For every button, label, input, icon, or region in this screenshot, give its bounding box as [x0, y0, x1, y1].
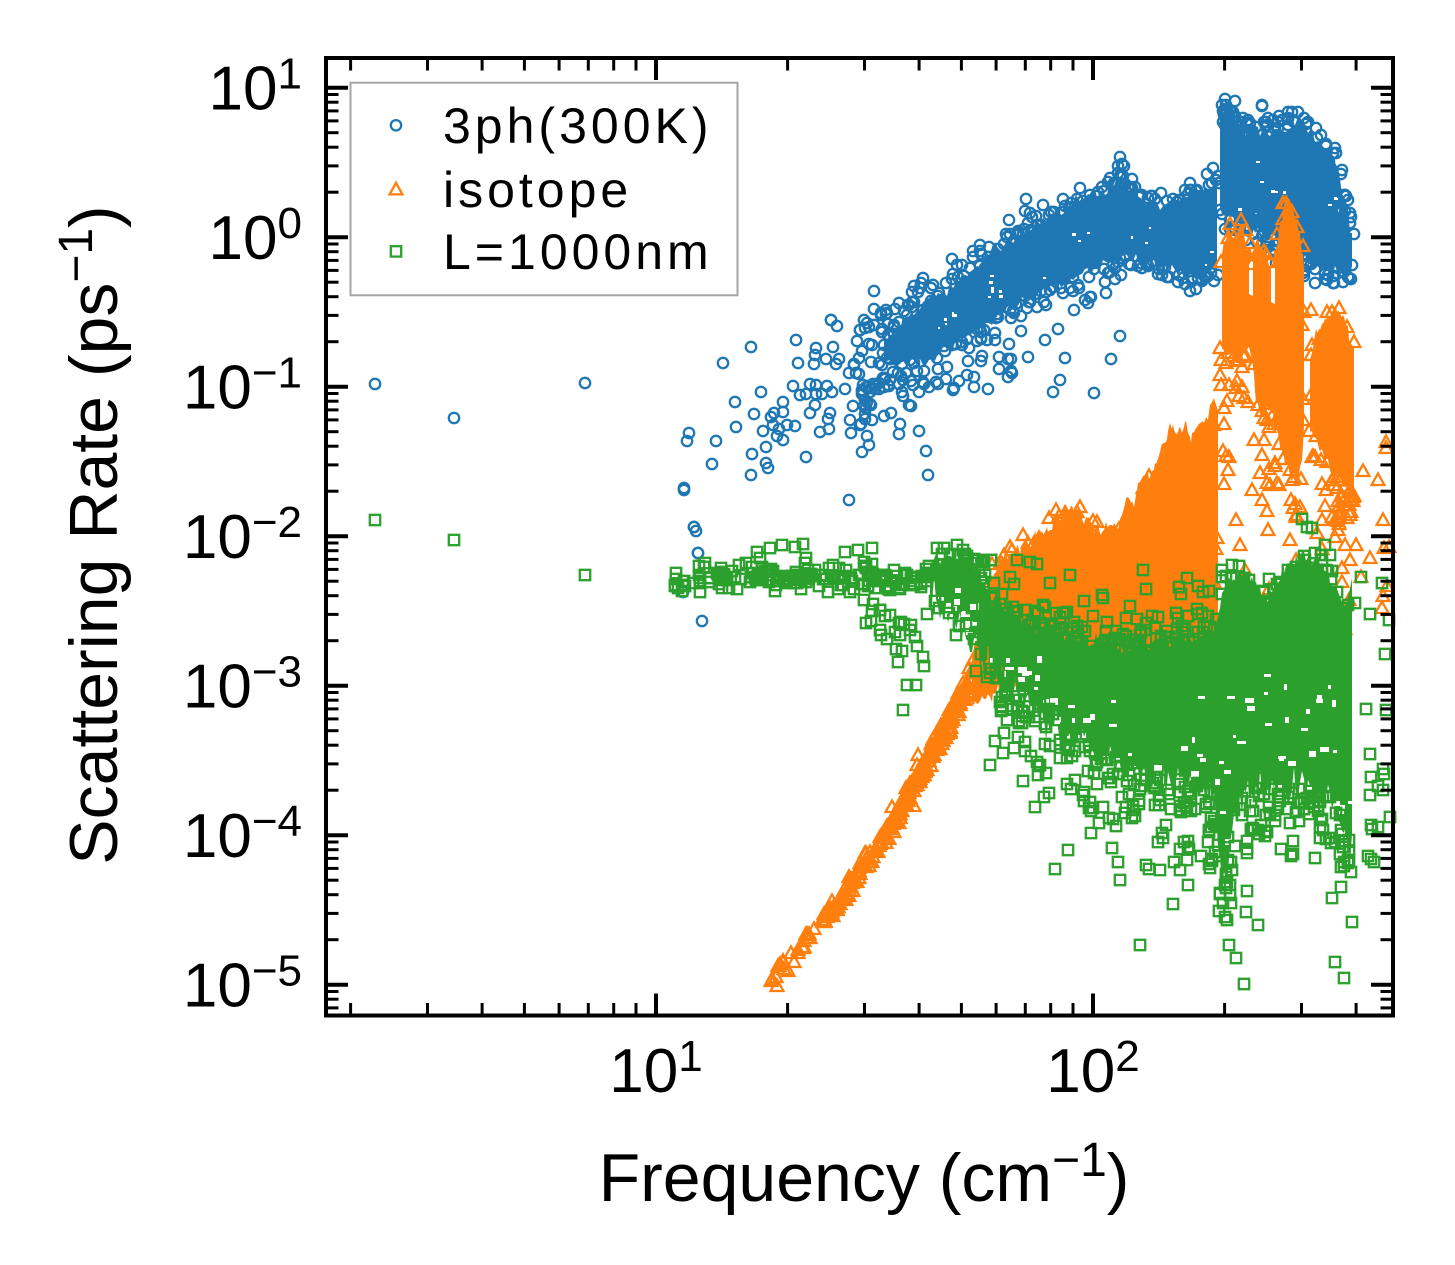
svg-text:10−3: 10−3: [183, 648, 302, 722]
svg-text:102: 102: [1046, 1032, 1139, 1106]
svg-text:L=1000nm: L=1000nm: [443, 224, 713, 280]
svg-text:Frequency (cm−1): Frequency (cm−1): [599, 1134, 1130, 1216]
svg-text:isotope: isotope: [443, 162, 632, 218]
svg-text:Scattering Rate (ps−1): Scattering Rate (ps−1): [50, 205, 132, 864]
svg-text:3ph(300K): 3ph(300K): [443, 98, 713, 154]
